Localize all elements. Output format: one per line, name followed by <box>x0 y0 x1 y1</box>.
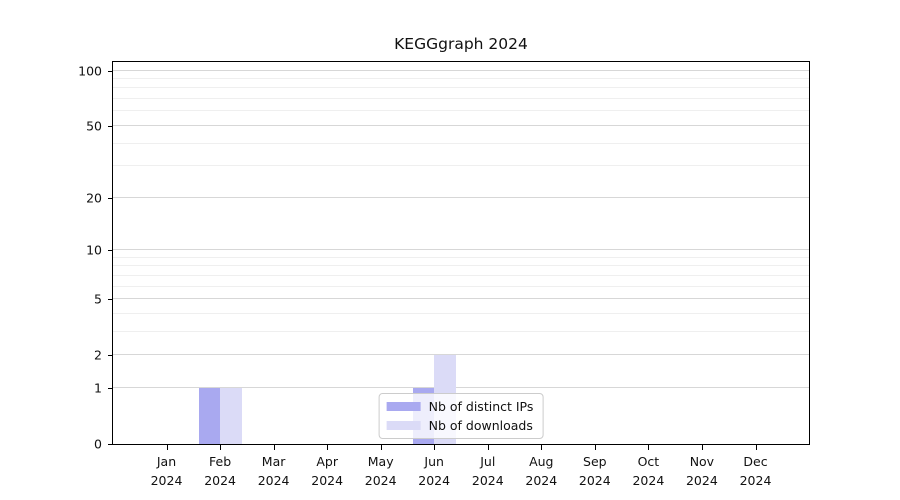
x-tick-month: Aug <box>529 454 554 469</box>
gridline-minor <box>113 78 809 79</box>
gridline-major <box>113 249 809 250</box>
legend-entry-downloads: Nb of downloads <box>386 418 534 433</box>
x-tick-month: Nov <box>689 454 715 469</box>
x-tick-mark <box>755 445 757 450</box>
gridline-minor <box>113 312 809 314</box>
x-tick-label: Mar 2024 <box>258 452 290 490</box>
y-tick-label: 50 <box>86 118 102 134</box>
gridline-minor <box>113 110 809 112</box>
x-tick-mark <box>434 445 436 450</box>
x-tick-year: 2024 <box>364 473 397 488</box>
x-tick-month: Mar <box>261 454 286 469</box>
gridline-major <box>113 69 809 71</box>
x-tick-mark <box>273 445 275 450</box>
gridline-major <box>113 124 809 126</box>
x-tick-mark <box>380 445 382 450</box>
x-tick-label: Feb 2024 <box>204 452 236 490</box>
x-tick-month: Apr <box>316 454 338 469</box>
x-tick-year: 2024 <box>257 473 290 488</box>
y-tick-mark <box>107 250 112 251</box>
x-tick-mark <box>220 445 222 450</box>
gridline-minor <box>113 142 809 144</box>
y-tick-label: 2 <box>94 347 102 363</box>
x-tick-mark <box>487 445 489 450</box>
legend: Nb of distinct IPs Nb of downloads <box>378 393 544 439</box>
x-tick-label: Oct 2024 <box>632 452 664 490</box>
gridline-minor <box>113 285 809 287</box>
y-tick-mark <box>107 197 112 199</box>
x-tick-year: 2024 <box>632 473 665 488</box>
x-tick-year: 2024 <box>739 473 772 488</box>
x-tick-month: Feb <box>209 454 232 469</box>
plot-area: Nb of distinct IPs Nb of downloads <box>112 61 810 445</box>
x-tick-mark <box>541 445 543 450</box>
x-tick-month: Oct <box>637 454 660 469</box>
y-tick-mark <box>107 355 112 357</box>
x-tick-mark <box>327 445 329 450</box>
y-tick-mark <box>107 387 112 389</box>
x-tick-year: 2024 <box>204 473 236 488</box>
x-tick-label: May 2024 <box>365 452 397 490</box>
x-tick-mark <box>594 445 596 450</box>
y-tick-mark <box>107 125 112 127</box>
gridline-major <box>113 354 809 356</box>
y-tick-label: 20 <box>86 190 102 206</box>
x-tick-month: Dec <box>743 454 768 469</box>
x-tick-label: Dec 2024 <box>740 452 772 490</box>
x-tick-month: Jul <box>480 454 496 469</box>
x-tick-month: May <box>367 454 394 469</box>
y-tick-mark <box>107 444 112 445</box>
gridline-minor <box>113 87 809 89</box>
bar-downloads <box>220 387 242 444</box>
legend-label-distinct-ips: Nb of distinct IPs <box>428 399 534 414</box>
gridline-minor <box>113 98 809 100</box>
x-tick-year: 2024 <box>311 473 344 488</box>
legend-entry-distinct-ips: Nb of distinct IPs <box>386 399 534 414</box>
x-tick-year: 2024 <box>418 473 451 488</box>
legend-swatch-downloads <box>386 420 421 431</box>
legend-label-downloads: Nb of downloads <box>428 418 533 433</box>
y-tick-mark <box>107 70 112 72</box>
x-tick-month: Jun <box>424 454 444 469</box>
gridline-major <box>113 196 809 198</box>
x-tick-mark <box>166 445 168 450</box>
y-tick-label: 1 <box>94 380 102 396</box>
y-tick-label: 5 <box>94 291 102 307</box>
gridline-minor <box>113 265 809 267</box>
x-tick-label: Apr 2024 <box>311 452 343 490</box>
x-tick-year: 2024 <box>471 473 504 488</box>
x-tick-label: Jul 2024 <box>472 452 504 490</box>
x-tick-year: 2024 <box>578 473 611 488</box>
x-tick-label: Sep 2024 <box>579 452 611 490</box>
x-tick-label: Jan 2024 <box>151 452 183 490</box>
y-tick-label: 100 <box>78 63 102 79</box>
gridline-major <box>113 386 809 388</box>
x-tick-mark <box>701 445 703 450</box>
gridline-minor <box>113 256 809 258</box>
x-tick-year: 2024 <box>150 473 183 488</box>
gridline-minor <box>113 274 809 276</box>
gridline-major <box>113 298 809 299</box>
x-tick-mark <box>648 445 650 450</box>
y-tick-mark <box>107 299 112 300</box>
x-tick-year: 2024 <box>685 473 718 488</box>
x-tick-label: Aug 2024 <box>525 452 557 490</box>
x-tick-month: Jan <box>156 454 177 469</box>
x-tick-year: 2024 <box>525 473 558 488</box>
y-tick-label: 10 <box>86 242 102 258</box>
x-tick-month: Sep <box>583 454 607 469</box>
bar-distinct-ips <box>198 387 221 444</box>
y-tick-label: 0 <box>94 436 102 452</box>
gridline-minor <box>113 330 809 332</box>
x-tick-label: Jun 2024 <box>418 452 450 490</box>
chart-title: KEGGgraph 2024 <box>394 35 528 53</box>
legend-swatch-distinct-ips <box>386 401 421 412</box>
x-tick-label: Nov 2024 <box>686 452 718 490</box>
gridline-minor <box>113 165 809 167</box>
